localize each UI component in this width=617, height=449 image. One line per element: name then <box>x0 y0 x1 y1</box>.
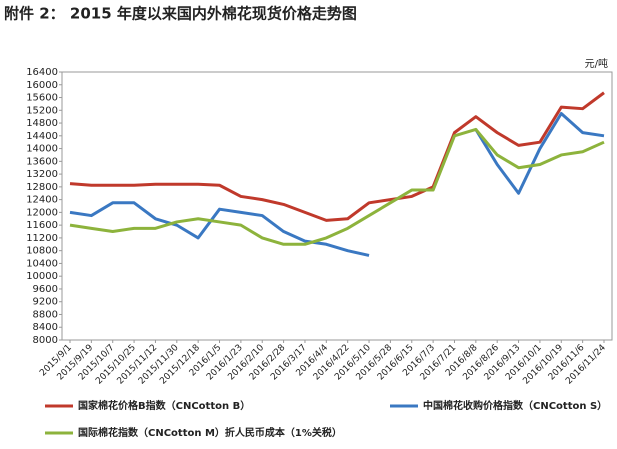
y-unit: 元/吨 <box>585 57 608 70</box>
chart-title: 附件 2： 2015 年度以来国内外棉花现货价格走势图 <box>4 5 357 23</box>
y-tick-label: 10400 <box>26 258 58 269</box>
y-tick-label: 10000 <box>26 271 58 282</box>
y-tick-label: 15600 <box>26 93 58 104</box>
y-tick-label: 13200 <box>26 169 58 180</box>
y-tick-label: 16400 <box>26 67 58 78</box>
y-tick-label: 16000 <box>26 80 58 91</box>
y-tick-label: 12400 <box>26 195 58 206</box>
y-tick-label: 12800 <box>26 182 58 193</box>
y-tick-label: 9200 <box>33 297 58 308</box>
y-tick-label: 11600 <box>26 220 58 231</box>
y-tick-label: 11200 <box>26 233 58 244</box>
y-tick-label: 14400 <box>26 131 58 142</box>
y-tick-label: 15200 <box>26 105 58 116</box>
plot-frame <box>61 71 613 341</box>
legend-label: 国家棉花价格B指数（CNCotton B） <box>78 399 250 412</box>
y-tick-label: 12000 <box>26 207 58 218</box>
y-tick-label: 8800 <box>33 309 58 320</box>
y-tick-label: 10800 <box>26 246 58 257</box>
y-tick-label: 8400 <box>33 322 58 333</box>
legend-label: 中国棉花收购价格指数（CNCotton S） <box>423 399 607 412</box>
y-tick-label: 8000 <box>33 335 58 346</box>
y-tick-label: 13600 <box>26 156 58 167</box>
legend-label: 国际棉花指数（CNCotton M）折人民币成本（1%关税） <box>78 426 342 439</box>
series-line <box>69 111 605 257</box>
y-tick-label: 14800 <box>26 118 58 129</box>
series-line <box>69 127 605 246</box>
y-tick-label: 9600 <box>33 284 58 295</box>
y-tick-label: 14000 <box>26 144 58 155</box>
series-line <box>69 91 605 222</box>
